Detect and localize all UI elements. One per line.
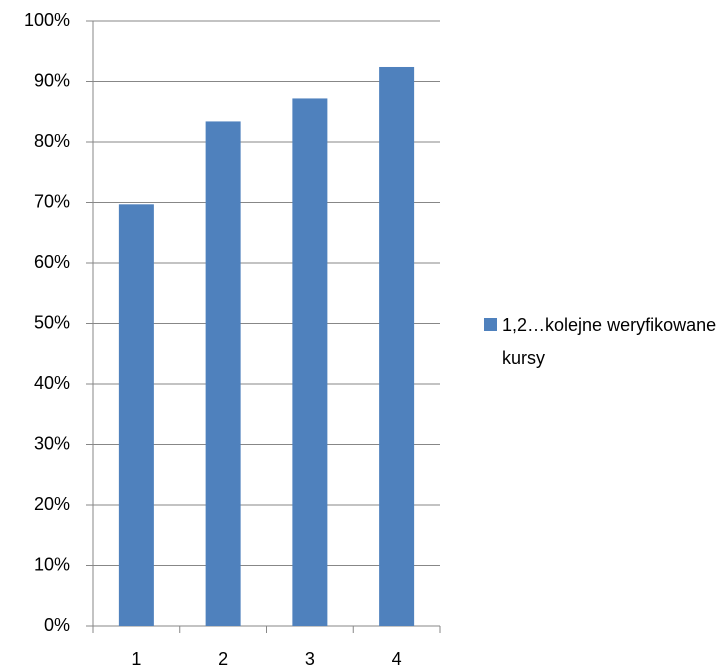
y-tick-label: 80% [34,131,70,151]
y-tick-label: 100% [24,10,70,30]
x-tick-label: 2 [218,649,228,669]
y-tick-label: 40% [34,373,70,393]
y-tick-label: 50% [34,312,70,332]
x-tick-label: 4 [392,649,402,669]
bar [379,66,415,627]
y-tick-label: 20% [34,494,70,514]
bar [118,204,154,626]
bar [292,98,328,626]
y-tick-label: 0% [44,615,70,635]
x-tick-label: 3 [305,649,315,669]
y-tick-label: 90% [34,70,70,90]
y-tick-label: 60% [34,252,70,272]
legend-label: 1,2…kolejne weryfikowane kursy [502,315,717,368]
legend-swatch [484,318,497,331]
x-tick-label: 1 [131,649,141,669]
y-tick-label: 10% [34,554,70,574]
y-tick-label: 30% [34,433,70,453]
y-tick-label: 70% [34,191,70,211]
bar [205,121,241,627]
